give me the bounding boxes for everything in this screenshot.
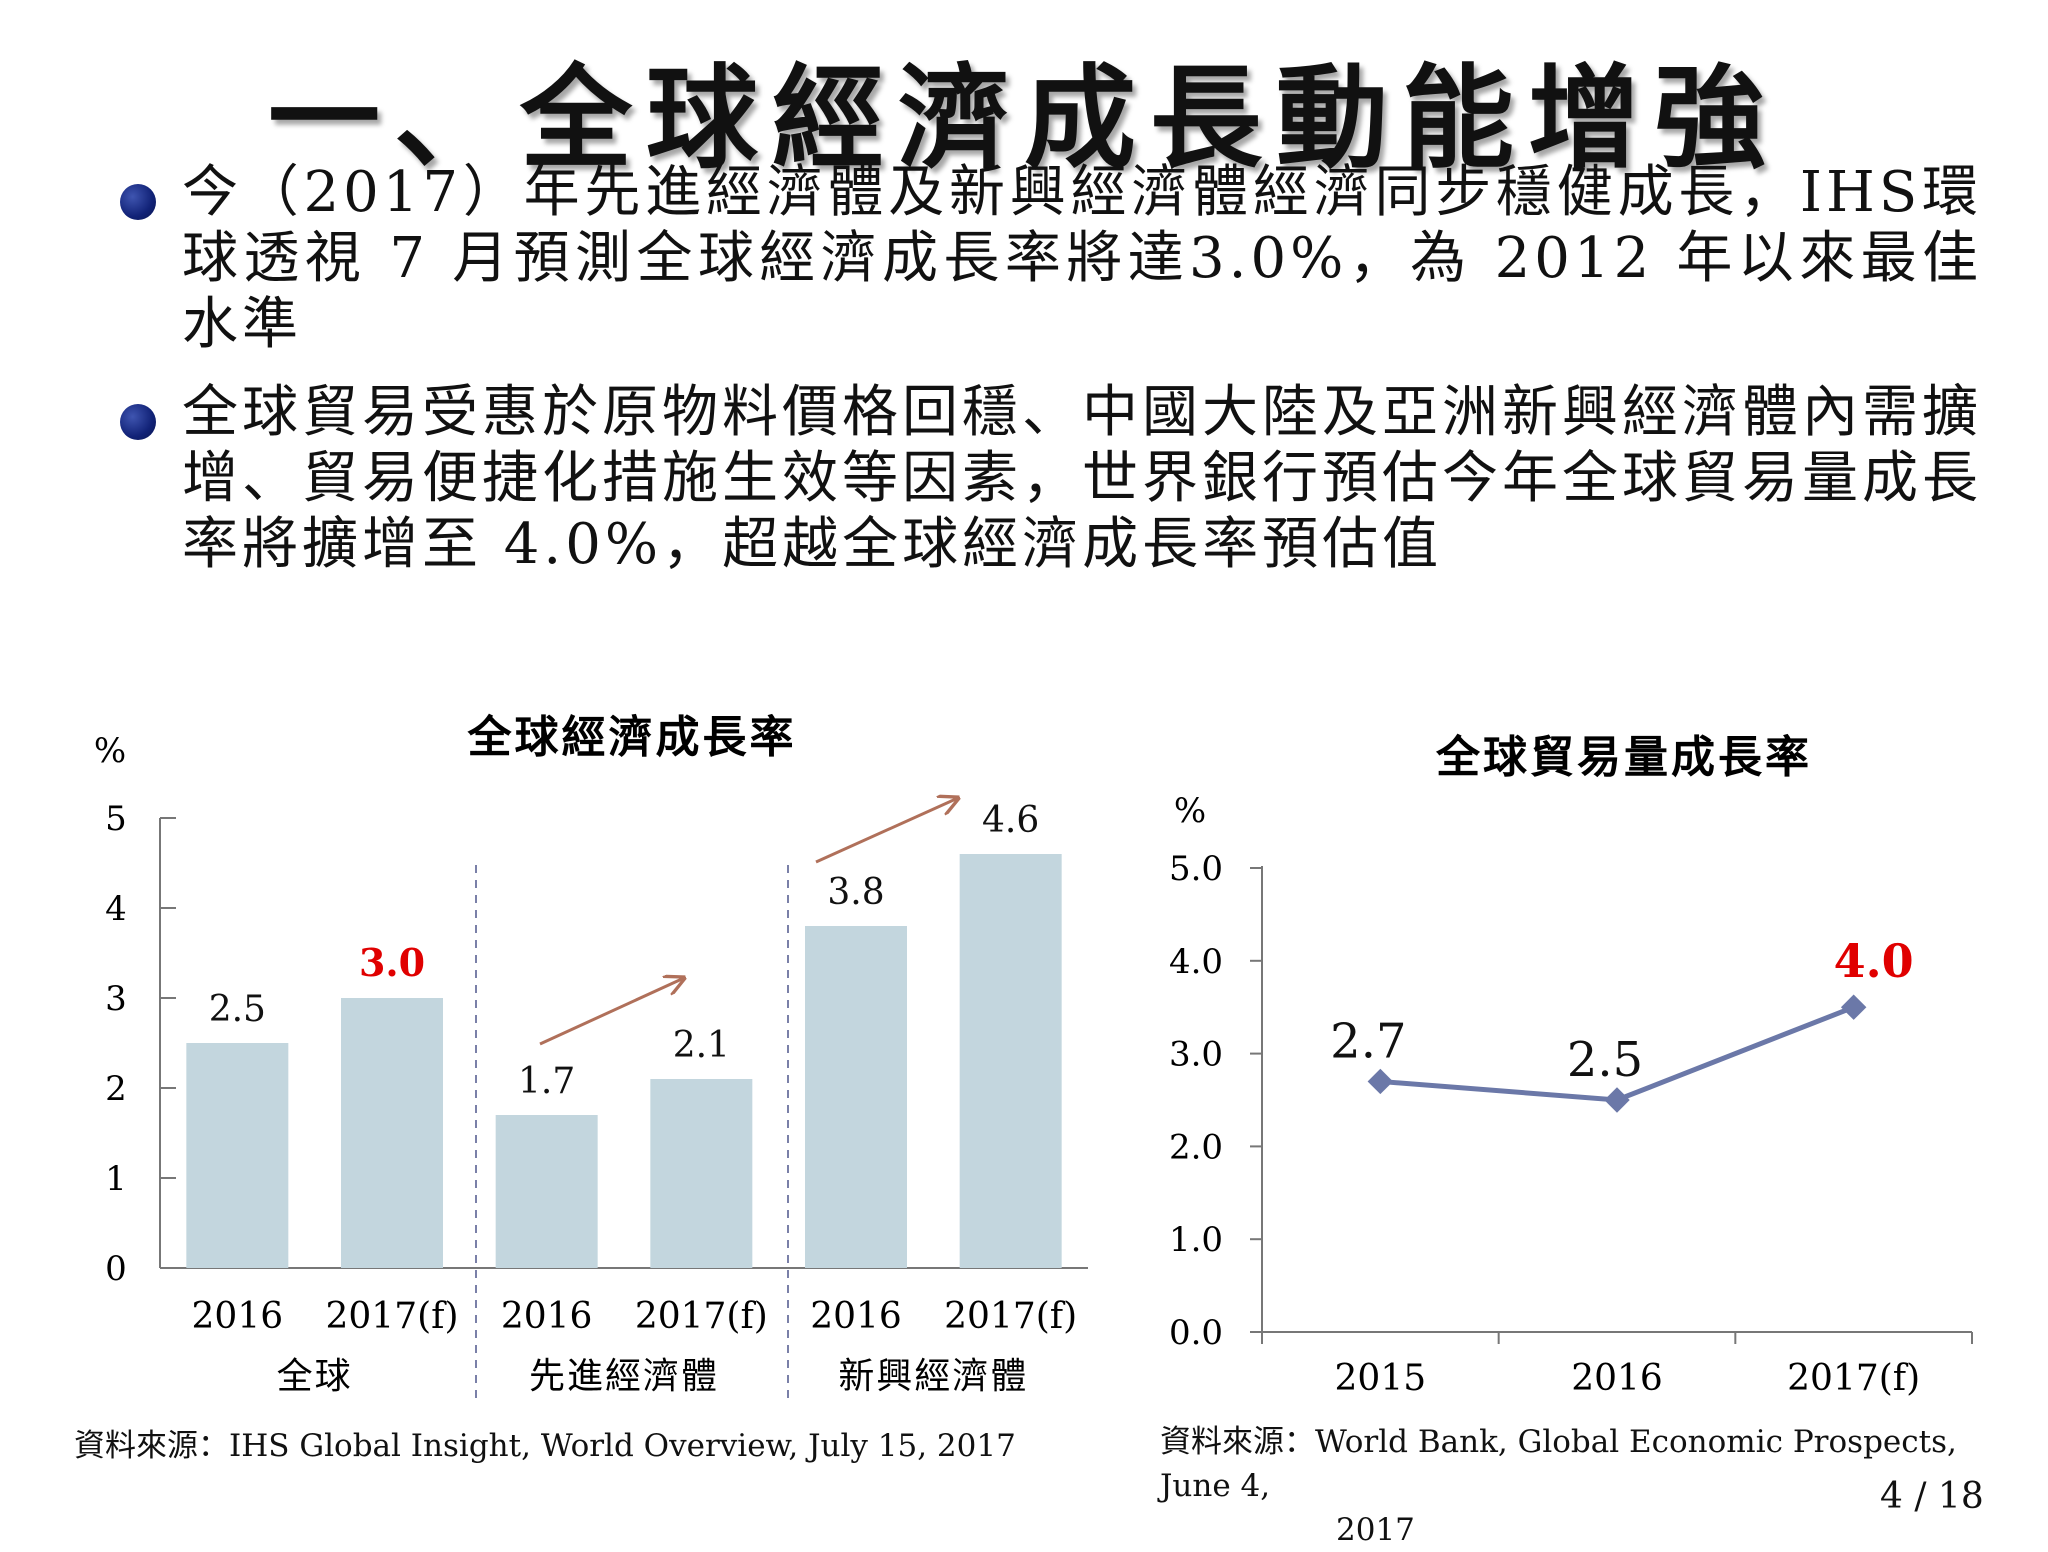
bar xyxy=(959,854,1062,1268)
point-value-label: 2.7 xyxy=(1330,1013,1406,1069)
x-tick-label: 2017(f) xyxy=(944,1296,1077,1337)
trade-growth-line-chart: 全球貿易量成長率 % 0.01.02.03.04.05.0 2.7 2.54.0 … xyxy=(1169,732,1973,1399)
bar-value-label: 4.6 xyxy=(982,800,1039,841)
y-tick-label: 5.0 xyxy=(1169,849,1223,889)
bar xyxy=(805,926,907,1268)
bar xyxy=(341,998,443,1268)
x-tick-label: 2016 xyxy=(1571,1358,1663,1399)
data-point xyxy=(1840,994,1867,1020)
y-tick-label: 2 xyxy=(105,1069,127,1109)
group-label: 先進經濟體 xyxy=(529,1356,719,1397)
bar xyxy=(495,1115,598,1268)
bar-value-label: 2.5 xyxy=(209,989,266,1030)
x-tick-label: 2016 xyxy=(810,1296,902,1337)
data-point xyxy=(1367,1068,1394,1095)
y-tick-label: 5 xyxy=(105,799,127,839)
y-tick-label: 4.0 xyxy=(1169,942,1223,982)
bullet-dot-icon xyxy=(120,184,156,220)
trend-arrow xyxy=(539,978,684,1046)
x-tick-label: 2017(f) xyxy=(1787,1358,1920,1399)
data-point xyxy=(1604,1087,1630,1113)
bar-value-label: 3.0 xyxy=(359,940,425,985)
point-value-label: 4.0 xyxy=(1834,934,1914,988)
bar xyxy=(650,1079,753,1268)
group-label: 全球 xyxy=(277,1356,353,1397)
x-tick-label: 2017(f) xyxy=(635,1296,768,1337)
line-chart-y-unit: % xyxy=(1174,791,1206,831)
bar xyxy=(186,1043,289,1268)
bullet-dot-icon xyxy=(120,404,156,440)
y-tick-label: 2.0 xyxy=(1169,1127,1223,1167)
x-tick-label: 2016 xyxy=(192,1296,284,1337)
bar-value-label: 2.1 xyxy=(673,1025,730,1066)
bar-value-label: 3.8 xyxy=(827,872,884,913)
bar-chart-source: 資料來源：IHS Global Insight, World Overview,… xyxy=(74,1428,1016,1464)
page-number: 4 / 18 xyxy=(1880,1476,1984,1517)
y-tick-label: 1 xyxy=(105,1159,127,1199)
bar-chart-y-unit: % xyxy=(94,731,126,771)
y-tick-label: 0.0 xyxy=(1169,1313,1223,1353)
bullet-text: 全球貿易受惠於原物料價格回穩、中國大陸及亞洲新興經濟體內需擴增、貿易便捷化措施生… xyxy=(182,380,1982,577)
economic-growth-bar-chart: 全球經濟成長率 % 0 1 2 3 4 5 2.5 3.0 1.7 2.1 3.8 4.6 2016… xyxy=(94,712,1088,1400)
trend-arrow xyxy=(815,798,958,864)
point-value-label: 2.5 xyxy=(1567,1032,1643,1088)
x-tick-label: 2016 xyxy=(501,1296,593,1337)
y-tick-label: 0 xyxy=(105,1249,127,1289)
group-label: 新興經濟體 xyxy=(838,1356,1028,1397)
line-chart-source: 資料來源：World Bank, Global Economic Prospec… xyxy=(1160,1420,2020,1552)
bullet-text: 今（2017）年先進經濟體及新興經濟體經濟同步穩健成長，IHS環球透視 7 月預… xyxy=(182,160,1982,357)
line-chart-source-line: 資料來源：World Bank, Global Economic Prospec… xyxy=(1160,1424,1957,1504)
y-tick-label: 3 xyxy=(105,979,127,1019)
x-tick-label: 2015 xyxy=(1335,1358,1427,1399)
y-tick-label: 1.0 xyxy=(1169,1220,1223,1260)
x-tick-label: 2017(f) xyxy=(325,1296,458,1337)
line-chart-title: 全球貿易量成長率 xyxy=(1435,732,1812,783)
bar-chart-title: 全球經濟成長率 xyxy=(467,712,797,763)
slide-title: 一、全球經濟成長動能增強 xyxy=(268,54,1780,184)
y-tick-label: 3.0 xyxy=(1169,1035,1223,1075)
bar-value-label: 1.7 xyxy=(518,1061,575,1102)
y-tick-label: 4 xyxy=(105,889,127,929)
